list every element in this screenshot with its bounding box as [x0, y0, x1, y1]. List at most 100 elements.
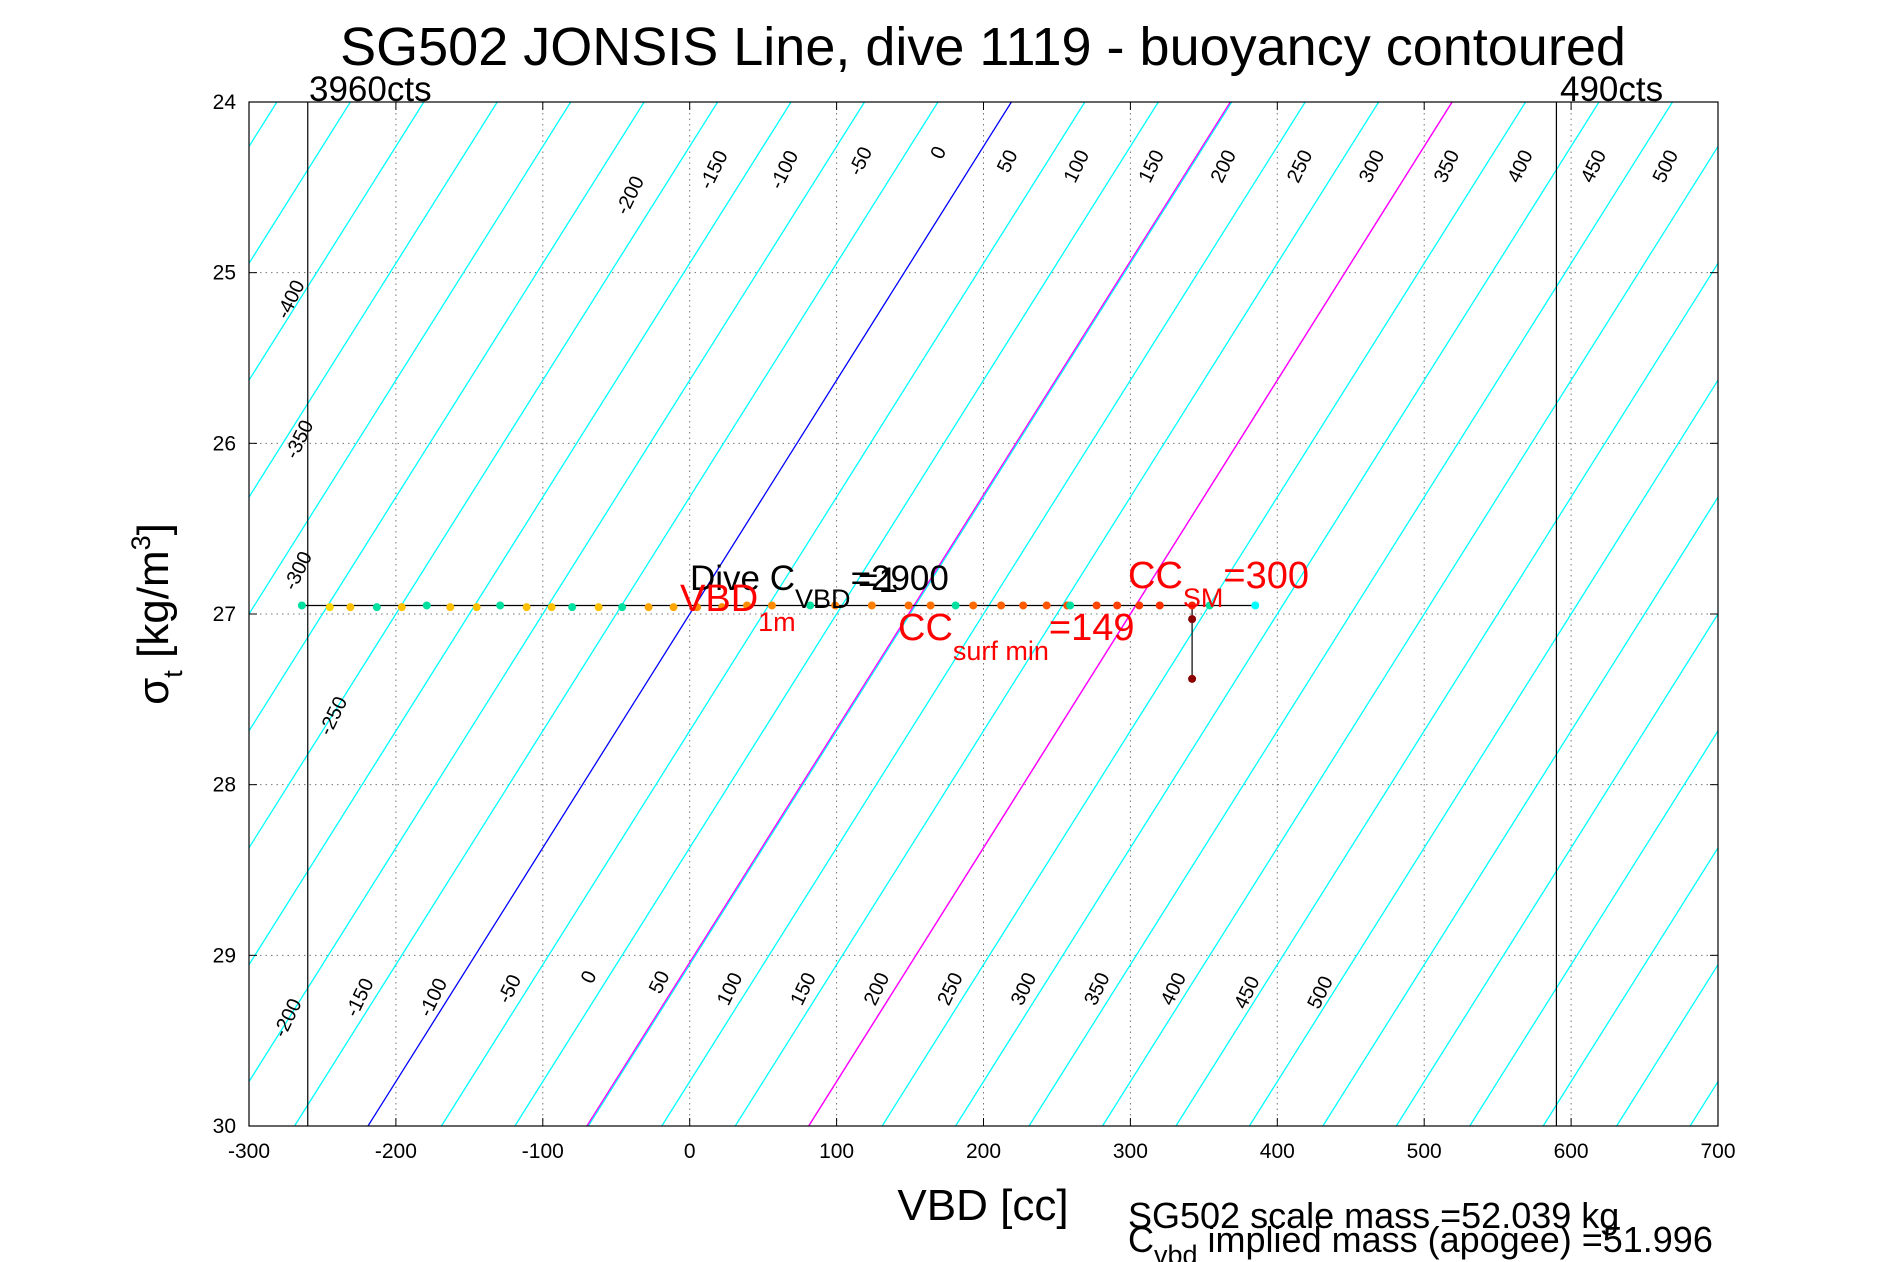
x-tick-label: 700: [1700, 1140, 1735, 1163]
x-tick-label: 100: [819, 1140, 854, 1163]
scatter-point: [1251, 601, 1260, 610]
scatter-point: [1188, 674, 1197, 683]
y-axis-unit-post: ]: [129, 523, 178, 535]
scatter-point: [472, 603, 481, 612]
x-tick-label: 400: [1260, 1140, 1295, 1163]
contour-line: [367, 102, 1012, 1126]
cc-sm-pre: CC: [1128, 555, 1183, 597]
x-tick-label: 500: [1407, 1140, 1442, 1163]
scatter-point: [867, 601, 876, 610]
y-tick-label: 27: [213, 603, 236, 626]
cc-sm-sub: SM: [1183, 583, 1224, 613]
scatter-point: [1188, 615, 1197, 624]
footer-implied-mass-sub: vbd: [1154, 1240, 1198, 1262]
contour-line: [587, 102, 1233, 1126]
cc-surf-min-sub: surf min: [953, 636, 1049, 666]
x-tick-label: -100: [522, 1140, 564, 1163]
contour-line: [1542, 846, 1718, 1126]
scatter-point: [325, 603, 334, 612]
scatter-point: [1155, 601, 1164, 610]
contour-line: [293, 102, 939, 1126]
scatter-point: [522, 603, 531, 612]
contour-line: [1469, 729, 1718, 1126]
scatter-point: [1042, 601, 1051, 610]
scatter-point: [446, 603, 455, 612]
contour-line: [1322, 495, 1718, 1126]
cc-sm-post: =300: [1223, 555, 1309, 597]
contour-line: [1395, 612, 1718, 1126]
cc-contour-line: [808, 102, 1453, 1126]
scatter-point: [644, 603, 653, 612]
y-tick-label: 26: [213, 432, 236, 455]
y-tick-label: 24: [213, 91, 237, 114]
footer-implied-mass: Cvbd implied mass (apogee) =51.996: [1128, 1219, 1713, 1262]
cc-surf-min-pre: CC: [898, 607, 953, 649]
contour-line: [734, 102, 1380, 1126]
vbd-1m-annotation: VBD1m: [680, 578, 796, 637]
contour-line: [249, 102, 719, 850]
scatter-point: [1019, 601, 1028, 610]
dive-cvbd-post: =2900: [851, 559, 949, 598]
footer-implied-mass-pre: C: [1128, 1219, 1154, 1260]
contour-line: [249, 102, 645, 733]
y-axis-symbol-sub: t: [158, 670, 188, 678]
footer-implied-mass-post: implied mass (apogee) =51.996: [1198, 1219, 1713, 1260]
vbd-limit-label-right: 490cts: [1560, 70, 1663, 109]
dive-cvbd-pre: Dive C: [690, 559, 795, 598]
scatter-point: [806, 601, 815, 610]
scatter-point: [496, 601, 505, 610]
scatter-point: [618, 603, 627, 612]
footer-scale-mass: SG502 scale mass =52.039 kg: [1128, 1195, 1619, 1236]
contour-line: [514, 102, 1159, 1126]
scatter-point: [742, 601, 751, 610]
contour-line: [249, 102, 572, 616]
cc-surf-min-annotation: CCsurf min=149: [898, 607, 1135, 666]
contour-line: [1101, 145, 1718, 1126]
y-axis-unit-sup: 3: [126, 535, 156, 550]
contour-line: [661, 102, 1306, 1126]
contour-line: [249, 102, 866, 1083]
x-tick-label: 200: [966, 1140, 1001, 1163]
scatter-point: [718, 603, 727, 612]
scatter-point: [547, 603, 556, 612]
scatter-point: [951, 601, 960, 610]
y-tick-label: 29: [213, 944, 236, 967]
scatter-point: [669, 603, 678, 612]
x-tick-label: 300: [1113, 1140, 1148, 1163]
x-tick-label: -200: [375, 1140, 417, 1163]
cc-sm-annotation: CCSM=300: [1128, 555, 1309, 613]
scatter-point: [926, 601, 935, 610]
vbd-1m-pre: VBD: [680, 578, 758, 620]
scatter-point: [346, 603, 355, 612]
axis-ticks: -300 -200 -100 0 100 200 300 400 500 600 700 24 25 26…: [213, 91, 1736, 1163]
contour-line: [955, 102, 1600, 1126]
y-tick-label: 30: [213, 1115, 236, 1138]
vbd-1m-tail-annotation: =1: [858, 561, 898, 600]
x-axis-title: VBD [cc]: [897, 1181, 1068, 1230]
cc-surf-min-post: =149: [1049, 607, 1135, 649]
scatter-point: [372, 603, 381, 612]
scatter-point: [397, 603, 406, 612]
scatter-point: [1113, 601, 1122, 610]
scatter-point: [422, 601, 431, 610]
scatter-point: [997, 601, 1006, 610]
scatter-point: [767, 601, 776, 610]
y-axis-symbol: σ: [129, 678, 178, 705]
scatter-point: [297, 601, 306, 610]
y-tick-label: 28: [213, 774, 236, 797]
scatter-point: [969, 601, 978, 610]
vbd-1m-sub: 1m: [758, 607, 796, 637]
x-tick-label: 600: [1554, 1140, 1589, 1163]
scatter-point: [1092, 601, 1101, 610]
x-tick-label: 0: [684, 1140, 696, 1163]
scatter-point: [1188, 601, 1197, 610]
cc-contour-line: [586, 102, 1231, 1126]
scatter-points: [297, 601, 1260, 683]
y-tick-label: 25: [213, 262, 236, 285]
y-axis-title: σt [kg/m3]: [126, 523, 188, 705]
contour-line: [1028, 102, 1674, 1126]
contour-line: [1248, 378, 1718, 1126]
chart-title: SG502 JONSIS Line, dive 1119 - buoyancy …: [340, 17, 1626, 77]
